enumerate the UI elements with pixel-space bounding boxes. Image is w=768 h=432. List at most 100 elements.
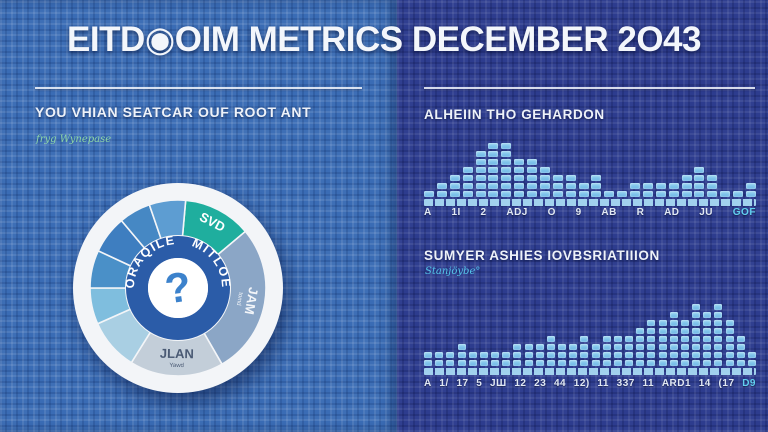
axis-label: A: [424, 378, 432, 389]
right-divider: [424, 87, 755, 89]
axis-label: 14: [698, 378, 711, 389]
bar-chart-1-baseline: [424, 199, 756, 206]
svg-text:tomd: tomd: [235, 292, 243, 306]
axis-label: A: [424, 207, 432, 218]
bar: [733, 189, 743, 197]
bar: [479, 350, 488, 366]
bar-chart-1: [424, 141, 756, 197]
bar: [552, 173, 563, 197]
axis-label: 12: [514, 378, 527, 389]
bar: [558, 342, 567, 366]
bar: [569, 342, 578, 366]
bar: [707, 173, 718, 197]
bar: [625, 334, 634, 366]
axis-label: 12): [573, 378, 590, 389]
axis-label: 9: [575, 207, 582, 218]
bar: [703, 310, 712, 366]
bar: [745, 181, 756, 197]
axis-label: AB: [601, 207, 617, 218]
bar-chart-2-axis: A 1/17 5 JШ 12 23 44 12) 11 337 11 ARD1 14 (17 D9: [424, 378, 756, 389]
bar: [491, 350, 500, 366]
bar: [524, 342, 533, 366]
bar: [446, 350, 455, 366]
left-panel: YOU VHIAN SEATCAR OUF ROOT ANT fryg Wyne…: [0, 0, 397, 432]
bar-chart-1-axis: A 1I 2 ADJ O 9 AB R AD JU GOF: [424, 207, 756, 218]
bar: [617, 189, 628, 197]
right-panel: ALHEIIN THO GEHARDON A 1I 2 ADJ O 9 AB R AD JU GOF…: [397, 0, 768, 432]
bar: [435, 350, 444, 366]
axis-label: O: [547, 207, 556, 218]
axis-label: AD: [664, 207, 680, 218]
bar: [669, 310, 678, 366]
axis-label: ARD1: [661, 378, 692, 389]
bar: [436, 181, 447, 197]
axis-label: 44: [553, 378, 567, 389]
bar: [658, 318, 667, 366]
bar-chart-1-heading: ALHEIIN THO GEHARDON: [424, 107, 605, 122]
bar: [694, 165, 705, 197]
bar: [668, 181, 679, 197]
axis-label: 1/: [439, 378, 449, 389]
bar: [449, 173, 460, 197]
bar: [424, 350, 432, 366]
axis-label: JU: [699, 207, 714, 218]
bar-chart-2-subtitle: Stanjöybe°: [425, 266, 481, 277]
bar: [747, 350, 756, 366]
svg-text:JLAN: JLAN: [160, 346, 194, 362]
page-title: EITD◉OIM METRICS DECEMBER 2O43: [67, 20, 701, 59]
bar: [488, 141, 499, 197]
bar: [457, 342, 466, 366]
svg-text:Yawd: Yawd: [169, 363, 184, 369]
bar: [546, 334, 555, 366]
bar: [565, 173, 576, 197]
axis-label: 11: [597, 378, 609, 389]
bar: [647, 318, 656, 366]
bar: [578, 181, 589, 197]
bar: [602, 334, 611, 366]
bar: [502, 350, 511, 366]
bar-chart-2-baseline: [424, 368, 756, 375]
left-section-subtitle: fryg Wynepase: [36, 134, 112, 145]
axis-label: 17: [456, 378, 469, 389]
axis-label: 1I: [451, 207, 461, 218]
bar: [527, 157, 537, 197]
axis-label: 11: [642, 378, 655, 389]
left-divider: [35, 87, 362, 89]
bar: [535, 342, 544, 366]
axis-label: 337: [616, 378, 635, 389]
axis-label: D9: [742, 378, 756, 389]
bar: [655, 181, 666, 197]
bar: [604, 189, 615, 197]
bar: [636, 326, 645, 366]
bar: [475, 149, 486, 197]
bar: [736, 334, 745, 366]
bar: [692, 302, 701, 366]
bar: [591, 173, 602, 197]
axis-label: 2: [480, 207, 487, 218]
bar: [580, 334, 589, 366]
bar: [513, 342, 522, 366]
axis-label: JШ: [490, 378, 507, 389]
left-section-heading: YOU VHIAN SEATCAR OUF ROOT ANT: [35, 104, 312, 120]
bar: [630, 181, 640, 197]
bar: [514, 157, 525, 197]
bar: [539, 165, 550, 197]
bar: [720, 189, 731, 197]
bar: [424, 189, 434, 197]
axis-label: GOF: [732, 207, 756, 218]
bar: [591, 342, 600, 366]
bar: [725, 318, 734, 366]
bar-chart-2: [424, 302, 756, 366]
axis-label: R: [636, 207, 645, 218]
bar: [680, 318, 689, 366]
bar: [613, 334, 622, 366]
bar: [714, 302, 723, 366]
bar: [468, 350, 477, 366]
bar: [501, 141, 512, 197]
axis-label: ADJ: [506, 207, 528, 218]
axis-label: 23: [534, 378, 547, 389]
bar: [462, 165, 473, 197]
bar: [642, 181, 653, 197]
